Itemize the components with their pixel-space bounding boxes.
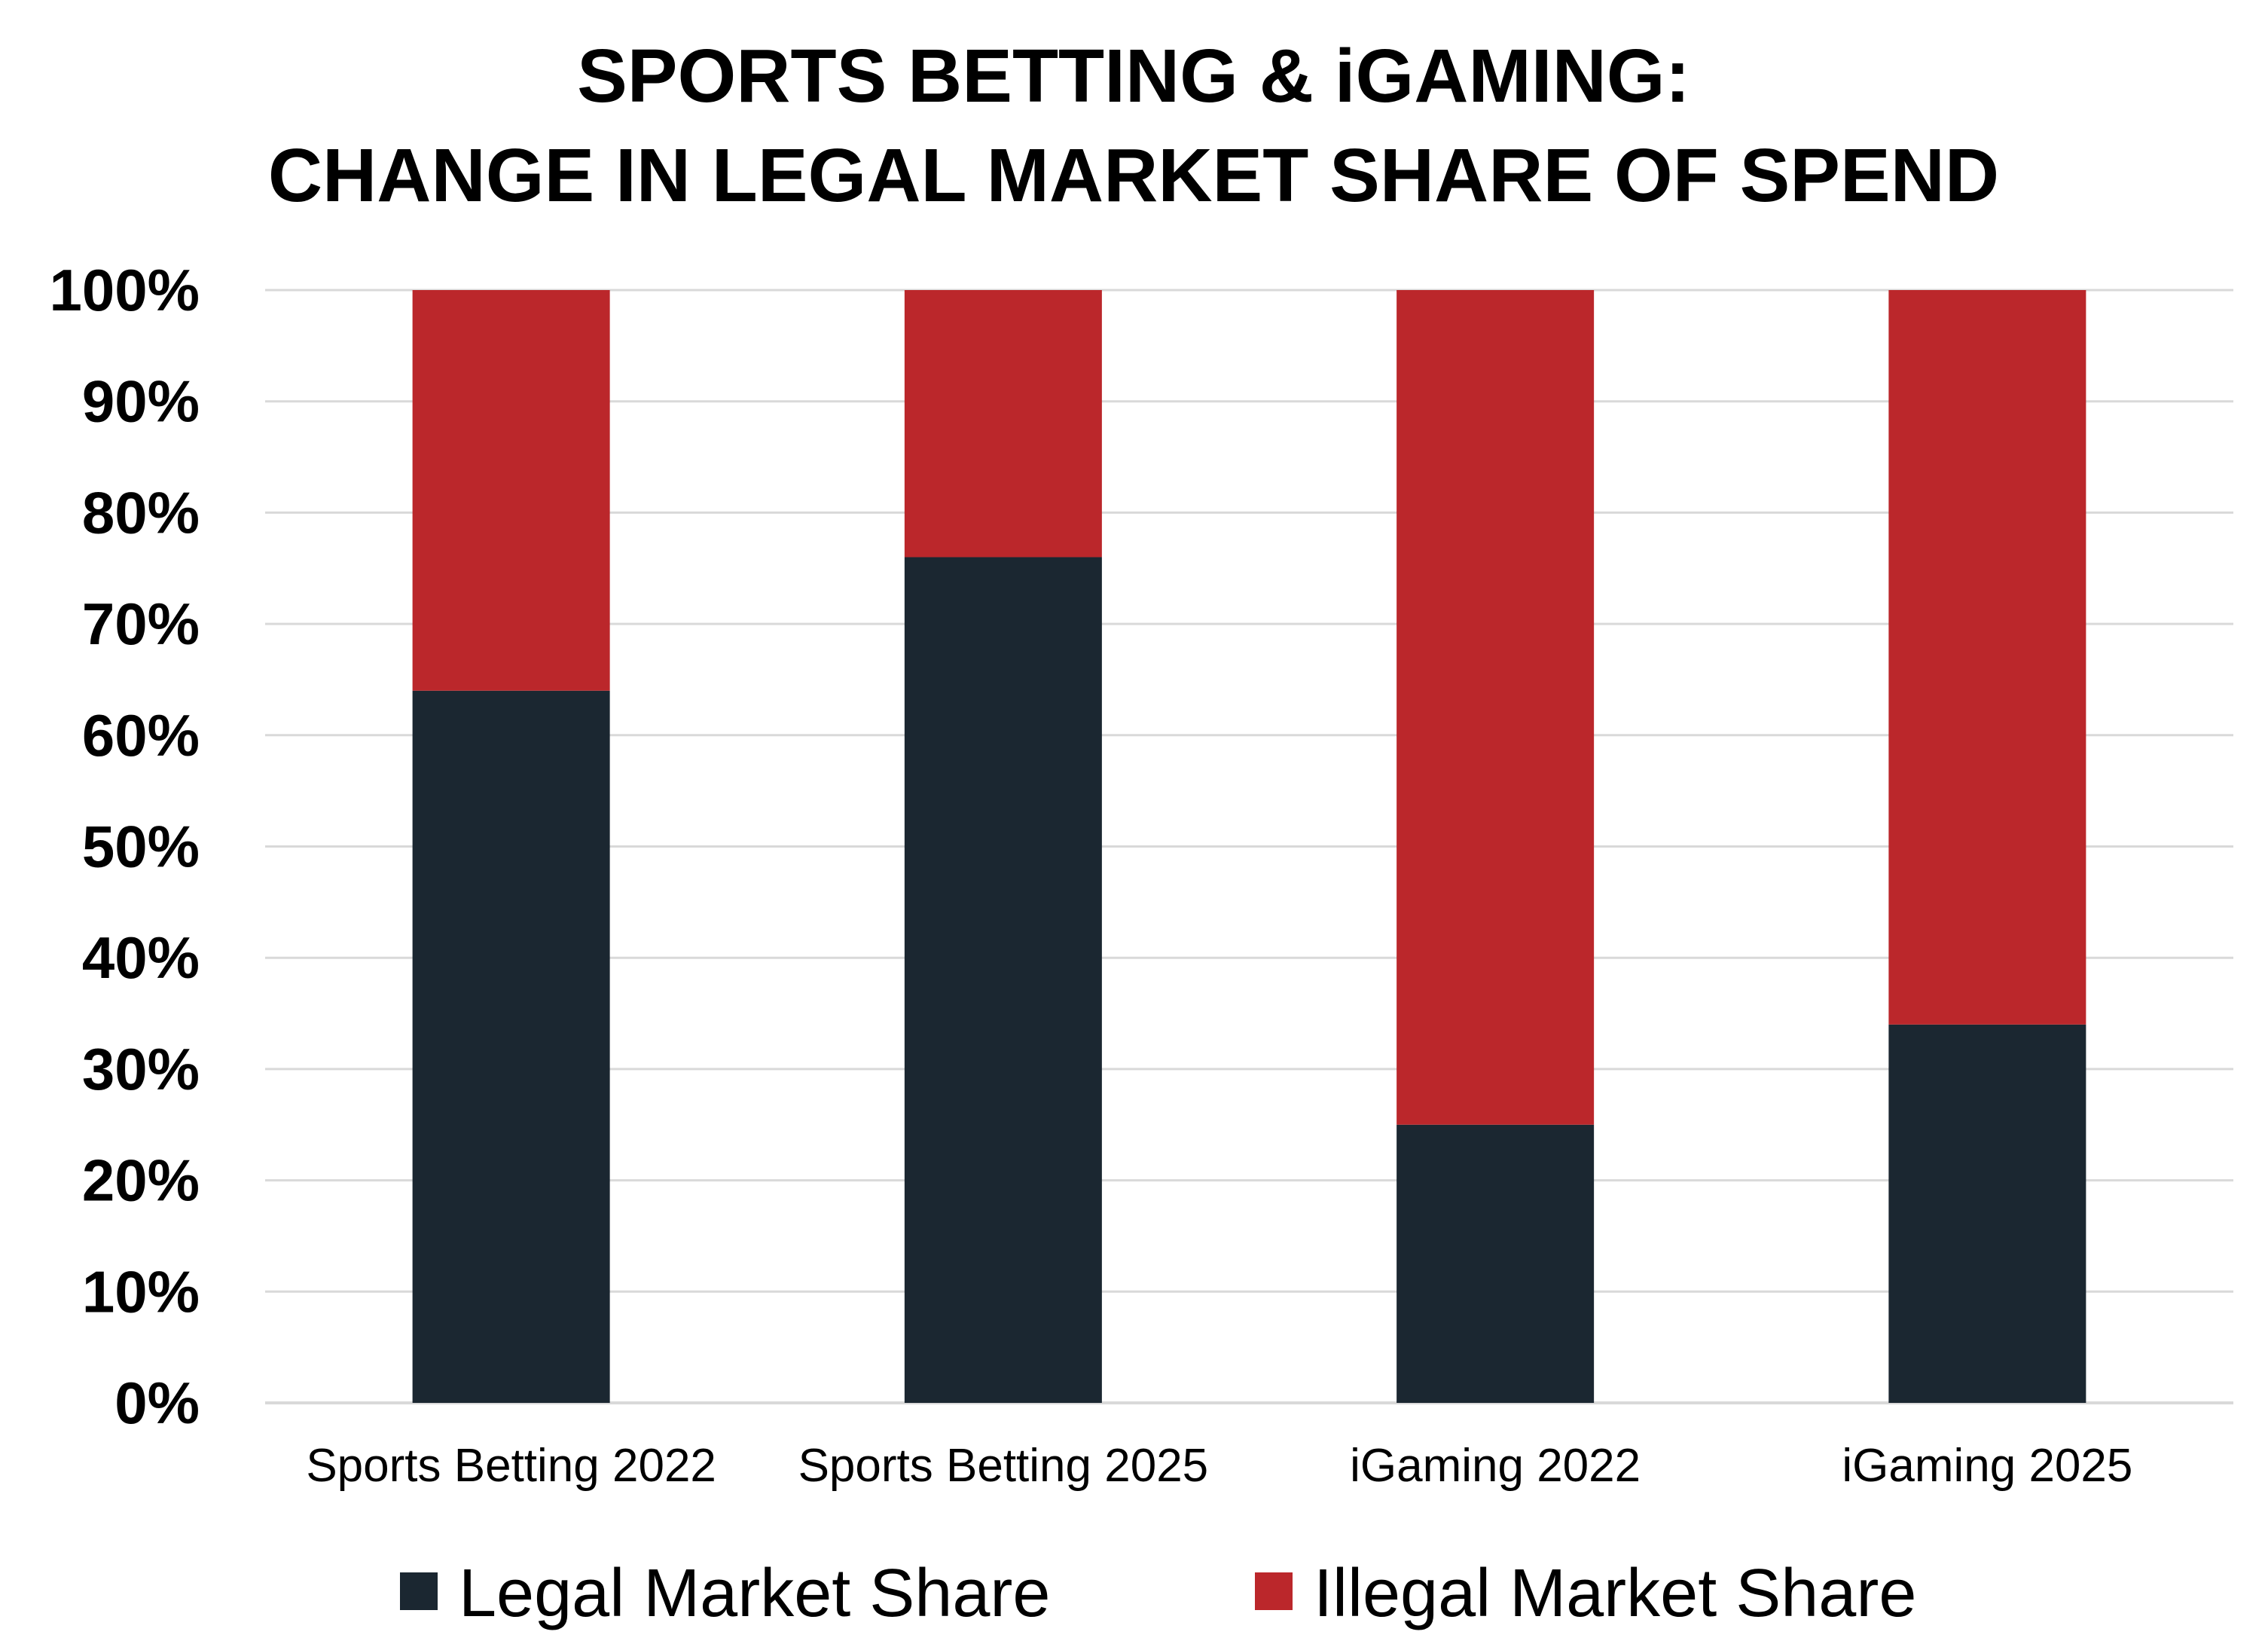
bar-illegal-3 [1888, 290, 2086, 1025]
bar-legal-2 [1397, 1124, 1595, 1403]
y-tick-label: 80% [82, 479, 200, 545]
x-category-label: iGaming 2025 [1842, 1440, 2132, 1492]
legend-swatch-legal [400, 1572, 438, 1610]
legend-label-illegal: Illegal Market Share [1314, 1556, 1916, 1631]
y-tick-label: 20% [82, 1147, 200, 1214]
y-tick-label: 70% [82, 591, 200, 657]
x-category-label: Sports Betting 2025 [798, 1440, 1209, 1492]
y-tick-label: 10% [82, 1258, 200, 1325]
bar-legal-3 [1888, 1024, 2086, 1403]
y-tick-label: 100% [50, 257, 200, 323]
bars [412, 290, 2086, 1403]
bar-illegal-2 [1397, 290, 1595, 1125]
bar-legal-0 [412, 690, 610, 1403]
x-category-label: Sports Betting 2022 [306, 1440, 716, 1492]
x-axis-category-labels: Sports Betting 2022 Sports Betting 2025 iG… [306, 1440, 2132, 1492]
y-tick-label: 90% [82, 368, 200, 435]
chart-title-line-1: SPORTS BETTING & iGAMING: [577, 34, 1690, 118]
legend: Legal Market Share Illegal Market Share [400, 1556, 1916, 1631]
y-tick-label: 30% [82, 1036, 200, 1102]
y-tick-label: 60% [82, 702, 200, 768]
y-tick-label: 40% [82, 924, 200, 991]
bar-legal-1 [904, 557, 1102, 1403]
x-category-label: iGaming 2022 [1350, 1440, 1641, 1492]
y-tick-label: 0% [114, 1370, 200, 1436]
y-axis-tick-labels: 0% 10% 20% 30% 40% 50% 60% 70% 80% 90% 100% [50, 257, 200, 1436]
bar-illegal-0 [412, 290, 610, 691]
y-tick-label: 50% [82, 814, 200, 880]
chart-title: SPORTS BETTING & iGAMING: CHANGE IN LEGA… [268, 34, 1999, 218]
legend-swatch-illegal [1255, 1572, 1293, 1610]
chart-title-line-2: CHANGE IN LEGAL MARKET SHARE OF SPEND [268, 133, 1999, 218]
bar-illegal-1 [904, 290, 1102, 558]
legend-label-legal: Legal Market Share [459, 1556, 1050, 1631]
